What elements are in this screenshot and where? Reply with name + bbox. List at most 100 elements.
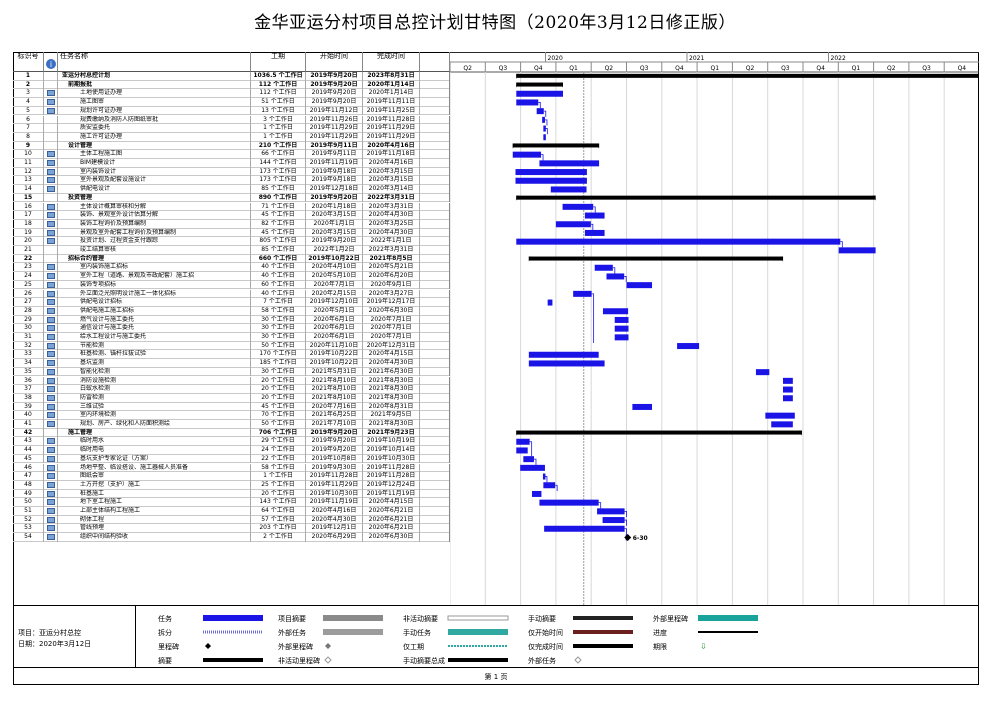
table-row[interactable]: 1 亚运分村总控计划 1036.5 个工作日 2019年9月20日 2023年8月31日 <box>13 72 450 81</box>
table-row[interactable]: 6 规费缴纳及消防人防图纸审批 3 个工作日 2019年11月26日 2019年11月2… <box>13 115 450 125</box>
table-row[interactable]: 19 景观及室外配套工程询价及预算编制 45 个工作日 2020年3月15日 2020年… <box>13 228 450 238</box>
task-extra <box>420 159 450 168</box>
task-extra <box>420 507 450 516</box>
legend-external-task-diamond <box>574 656 582 664</box>
task-name: 供配电设计 <box>58 185 251 194</box>
table-row[interactable]: 4 施工图审 51 个工作日 2019年9月20日 2019年11月11日 <box>13 98 450 107</box>
table-row[interactable]: 18 装饰工程询价及预算编制 82 个工作日 2020年1月1日 2020年3月25日 <box>13 219 450 229</box>
task-note-icon <box>47 325 55 332</box>
table-row[interactable]: 17 装饰、景观室外设计估算分解 45 个工作日 2020年3月15日 2020年4月3… <box>13 211 450 220</box>
table-row[interactable]: 43 临时用水 29 个工作日 2019年9月20日 2019年10月19日 <box>13 437 450 447</box>
table-row[interactable]: 8 施工许可证办理 1 个工作日 2019年11月29日 2019年11月29日 <box>13 132 450 142</box>
table-row[interactable]: 23 室内装饰施工招标 40 个工作日 2020年4月10日 2020年5月21日 <box>13 263 450 273</box>
table-row[interactable]: 44 临时用电 24 个工作日 2019年9月20日 2019年10月14日 <box>13 446 450 455</box>
legend-deadline-swatch: ⇩ <box>700 642 707 651</box>
table-row[interactable]: 37 白蚁水检测 20 个工作日 2021年8月10日 2021年8月30日 <box>13 385 450 394</box>
task-note-icon <box>47 307 55 314</box>
table-row[interactable]: 46 场地平整、临设搭设、施工器械人员准备 58 个工作日 2019年9月30日 201… <box>13 463 450 473</box>
quarter-label: Q1 <box>852 65 861 72</box>
dependency-link <box>529 441 533 457</box>
task-note-icon <box>47 421 55 427</box>
table-row[interactable]: 35 智能化检测 30 个工作日 2021年5月31日 2021年6月30日 <box>13 367 450 377</box>
table-row[interactable]: 24 室外工程（道路、景观及市政配套）施工招 40 个工作日 2020年5月10日 20… <box>13 272 450 281</box>
task-id: 40 <box>13 411 44 420</box>
legend-milestone-swatch <box>205 643 211 649</box>
table-row[interactable]: 51 上部主体结构工程施工 64 个工作日 2020年4月16日 2020年6月21日 <box>13 507 450 516</box>
table-row[interactable]: 31 给水工程设计与施工委托 30 个工作日 2020年6月1日 2020年7月1日 <box>13 333 450 342</box>
table-row[interactable]: 5 规划许可证办理 13 个工作日 2019年11月12日 2019年11月25日 <box>13 106 450 116</box>
table-row[interactable]: 7 质安监委托 1 个工作日 2019年11月29日 2019年11月29日 <box>13 124 450 133</box>
table-row[interactable]: 20 投资计划、过程资金支付跟踪 805 个工作日 2019年9月20日 2022年1月… <box>13 237 450 246</box>
table-row[interactable]: 39 三维试验 45 个工作日 2020年7月16日 2020年8月31日 <box>13 402 450 412</box>
table-row[interactable]: 14 供配电设计 85 个工作日 2019年12月18日 2020年3月14日 <box>13 185 450 194</box>
table-row[interactable]: 29 燃气设计与施工委托 30 个工作日 2020年6月1日 2020年7月1日 <box>13 315 450 325</box>
table-row[interactable]: 13 室外景观及配套设施设计 173 个工作日 2019年9月18日 2020年3月15… <box>13 176 450 186</box>
table-row[interactable]: 33 桩基检测、锚杆拉拔试验 170 个工作日 2019年10月22日 2020年4月1… <box>13 350 450 360</box>
task-finish: 2021年8月30日 <box>363 376 420 386</box>
table-row[interactable]: 21 竣工结算审核 85 个工作日 2022年1月2日 2022年3月31日 <box>13 246 450 255</box>
task-duration: 7 个工作日 <box>251 298 306 307</box>
task-start: 2021年8月10日 <box>306 393 363 403</box>
task-note-icon <box>47 99 55 106</box>
table-row[interactable]: 27 供配电设计招标 7 个工作日 2019年12月10日 2019年12月17日 <box>13 298 450 307</box>
table-row[interactable]: 34 基坑监测 185 个工作日 2019年10月22日 2020年4月30日 <box>13 359 450 368</box>
task-name: 供配电设计招标 <box>58 298 251 307</box>
dependency-link <box>533 458 537 465</box>
table-row[interactable]: 10 主体工程施工图 66 个工作日 2019年9月11日 2019年11月18日 <box>13 150 450 159</box>
table-row[interactable]: 22 招标合约管理 660 个工作日 2019年10月22日 2021年8月5日 <box>13 254 450 264</box>
table-row[interactable]: 52 砌体工程 57 个工作日 2020年4月30日 2020年6月21日 <box>13 515 450 525</box>
task-note-icon <box>47 316 55 323</box>
task-id: 31 <box>13 333 44 342</box>
task-bar <box>602 517 625 524</box>
task-duration: 2 个工作日 <box>251 533 306 542</box>
table-row[interactable]: 45 基坑支护专家论证（方案） 22 个工作日 2019年10月8日 2019年10月3… <box>13 454 450 464</box>
task-bar <box>584 229 605 236</box>
legend-manual-summary-swatch <box>573 616 633 620</box>
summary-start-cap <box>528 256 532 262</box>
legend-label: 非活动里程碑 <box>278 656 320 665</box>
dependency-link <box>544 119 548 126</box>
task-id: 2 <box>13 80 44 90</box>
task-note-icon <box>47 377 55 384</box>
table-row[interactable]: 9 设计管理 210 个工作日 2019年9月11日 2020年4月16日 <box>13 141 450 151</box>
table-row[interactable]: 11 BIM建模设计 144 个工作日 2019年11月19日 2020年4月16日 <box>13 159 450 168</box>
table-row[interactable]: 42 施工管理 706 个工作日 2019年9月20日 2021年9月23日 <box>13 428 450 438</box>
table-row[interactable]: 36 消防设施检测 20 个工作日 2021年8月10日 2021年8月30日 <box>13 376 450 386</box>
task-extra <box>420 524 450 534</box>
task-note-icon <box>47 160 55 166</box>
table-row[interactable]: 30 通信设计与施工委托 30 个工作日 2020年6月1日 2020年7月1日 <box>13 324 450 333</box>
task-note-icon <box>47 508 55 514</box>
task-id: 19 <box>13 228 44 238</box>
table-row[interactable]: 53 管线预埋 203 个工作日 2019年12月1日 2020年6月21日 <box>13 524 450 534</box>
table-row[interactable]: 48 土方开挖（支护）施工 25 个工作日 2019年11月29日 2019年12月24… <box>13 480 450 490</box>
task-start: 2019年9月20日 <box>306 237 363 246</box>
table-row[interactable]: 3 土地使用证办理 112 个工作日 2019年9月20日 2020年1月14日 <box>13 89 450 99</box>
task-finish: 2022年1月1日 <box>363 237 420 246</box>
task-finish: 2020年6月21日 <box>363 515 420 525</box>
table-row[interactable]: 2 前期报批 112 个工作日 2019年9月20日 2020年1月14日 <box>13 80 450 90</box>
table-row[interactable]: 25 装饰专项招标 60 个工作日 2020年7月1日 2020年9月1日 <box>13 280 450 290</box>
table-row[interactable]: 32 节能检测 50 个工作日 2020年11月10日 2020年12月31日 <box>13 341 450 351</box>
summary-bar <box>516 82 563 87</box>
table-row[interactable]: 40 室内环境检测 70 个工作日 2021年6月25日 2021年9月5日 <box>13 411 450 420</box>
table-row[interactable]: 15 投资管理 890 个工作日 2019年9月20日 2022年3月31日 <box>13 193 450 203</box>
task-indicator <box>44 359 58 368</box>
task-id: 17 <box>13 211 44 220</box>
table-row[interactable]: 54 组织中间结构验收 2 个工作日 2020年6月29日 2020年6月30日 <box>13 533 450 542</box>
task-duration: 660 个工作日 <box>251 254 306 264</box>
table-row[interactable]: 12 室内装饰设计 173 个工作日 2019年9月18日 2020年3月15日 <box>13 167 450 177</box>
table-row[interactable]: 50 地下室工程施工 143 个工作日 2019年11月19日 2020年4月15日 <box>13 498 450 507</box>
table-row[interactable]: 47 图纸会审 1 个工作日 2019年11月28日 2019年11月28日 <box>13 472 450 481</box>
task-id: 42 <box>13 428 44 438</box>
task-finish: 2019年11月29日 <box>363 124 420 133</box>
task-finish: 2020年7月1日 <box>363 333 420 342</box>
task-id: 52 <box>13 515 44 525</box>
task-extra <box>420 219 450 229</box>
table-row[interactable]: 16 主体设计概算审核和分解 71 个工作日 2020年1月18日 2020年3月31日 <box>13 202 450 212</box>
table-row[interactable]: 28 供配电施工施工招标 58 个工作日 2020年5月1日 2020年6月30日 <box>13 306 450 316</box>
table-row[interactable]: 41 规划、房产、绿化和人防面积测绘 50 个工作日 2021年7月10日 2021年8… <box>13 420 450 429</box>
table-row[interactable]: 49 桩基施工 20 个工作日 2019年10月30日 2019年11月19日 <box>13 489 450 499</box>
table-row[interactable]: 38 防雷检测 20 个工作日 2021年8月10日 2021年8月30日 <box>13 393 450 403</box>
task-note-icon <box>47 403 55 410</box>
table-row[interactable]: 26 外立面泛光照明设计施工一体化招标 40 个工作日 2020年2月15日 2020年… <box>13 289 450 299</box>
